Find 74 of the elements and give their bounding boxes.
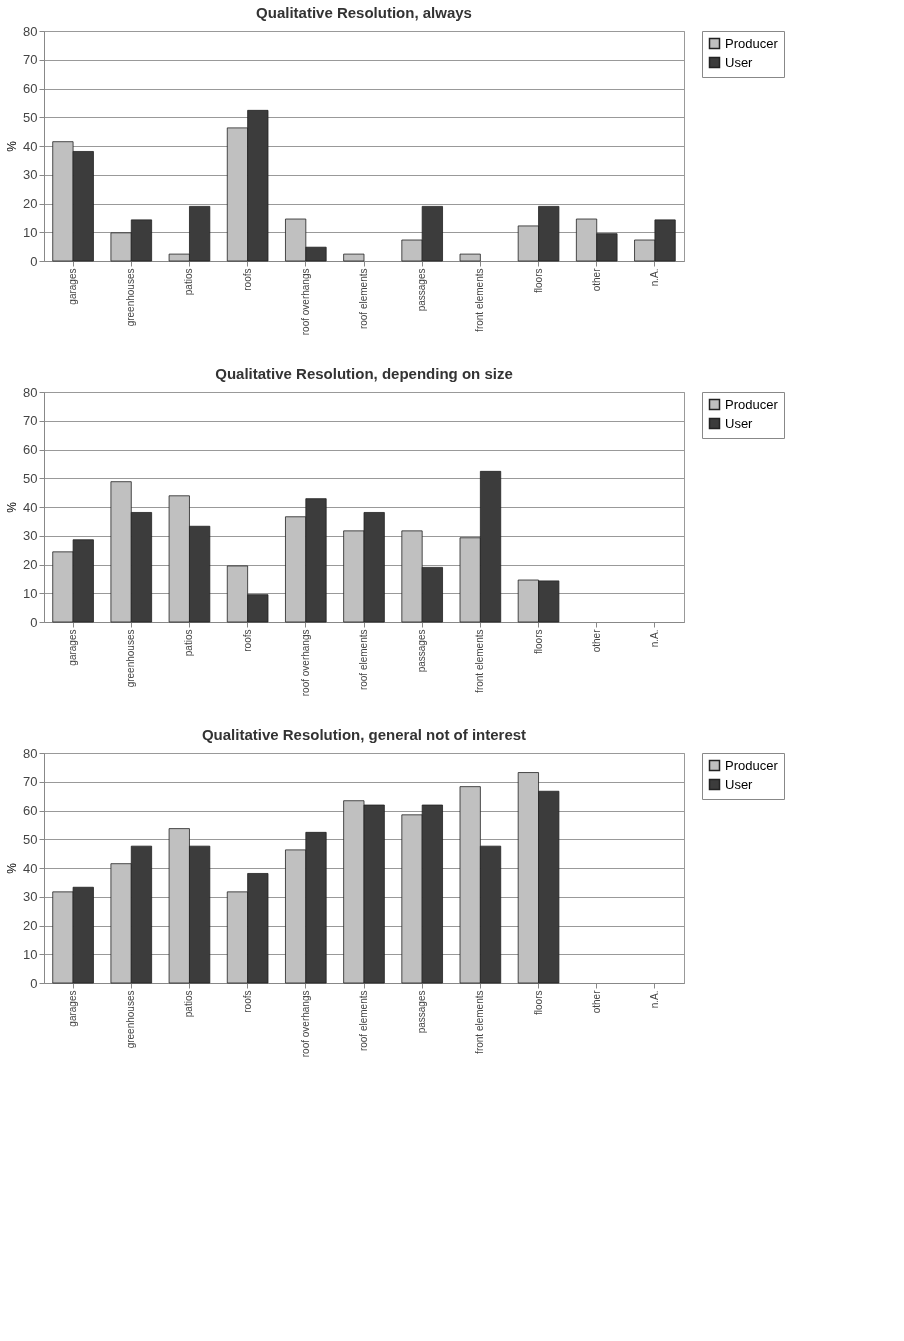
y-tick-label: 60: [23, 81, 38, 96]
y-tick-label: 50: [23, 109, 38, 125]
y-tick-label: 20: [23, 557, 38, 572]
y-tick-label: 30: [23, 167, 38, 183]
x-tick-label: roof overhangs: [299, 990, 311, 1058]
x-tick-label: passages: [416, 268, 428, 312]
x-tick-label: n.A.: [648, 268, 660, 287]
y-tick-label: 0: [30, 614, 38, 630]
x-tick-label: patios: [183, 268, 195, 296]
y-axis-title: %: [5, 862, 20, 874]
y-tick-label: 30: [23, 528, 38, 544]
y-axis-title: %: [5, 501, 20, 513]
x-tick-label: n.A.: [648, 629, 660, 648]
y-tick-label: 20: [23, 918, 38, 933]
y-tick-label: 0: [30, 253, 38, 269]
y-tick-label: 10: [23, 224, 38, 240]
x-tick-label: passages: [416, 990, 428, 1034]
y-tick-label: 20: [23, 196, 38, 211]
y-tick-label: 80: [23, 745, 38, 761]
legend-label: User: [725, 776, 754, 792]
x-tick-label: roof overhangs: [299, 268, 311, 336]
x-tick-label: n.A.: [648, 990, 660, 1009]
x-tick-label: front elements: [474, 990, 486, 1054]
bar: [343, 253, 365, 262]
x-tick-label: greenhouses: [125, 990, 137, 1049]
x-tick-label: floors: [532, 990, 544, 1015]
x-tick-label: roof elements: [358, 990, 369, 1052]
x-tick-label: floors: [532, 629, 544, 654]
legend-label: User: [725, 54, 754, 70]
legend-label: Producer: [725, 757, 779, 773]
y-tick-label: 40: [23, 138, 38, 154]
x-tick-label: roof elements: [358, 268, 369, 330]
y-tick-label: 80: [23, 23, 38, 39]
chart-title: Qualitative Resolution, general not of interest: [201, 726, 527, 743]
y-tick-label: 40: [23, 860, 38, 876]
x-tick-label: garages: [67, 268, 79, 305]
chart-title: Qualitative Resolution, always: [256, 4, 472, 21]
y-tick-label: 60: [23, 442, 38, 457]
y-tick-label: 0: [30, 975, 38, 991]
x-tick-label: greenhouses: [125, 268, 137, 327]
y-tick-label: 70: [23, 413, 38, 429]
y-axis-title: %: [5, 140, 20, 152]
x-tick-label: garages: [67, 990, 79, 1027]
y-tick-label: 70: [23, 52, 38, 68]
x-tick-label: garages: [67, 629, 79, 666]
y-tick-label: 40: [23, 499, 38, 515]
legend-label: Producer: [725, 396, 779, 412]
x-tick-label: front elements: [474, 629, 486, 693]
legend-label: Producer: [725, 35, 779, 51]
x-tick-label: roofs: [241, 629, 253, 652]
x-tick-label: other: [590, 989, 602, 1014]
y-tick-label: 60: [23, 803, 38, 818]
y-tick-label: 80: [23, 384, 38, 400]
x-tick-label: roof overhangs: [299, 629, 311, 697]
y-tick-label: 50: [23, 470, 38, 486]
x-tick-label: greenhouses: [125, 629, 137, 688]
legend-label: User: [725, 415, 754, 431]
y-tick-label: 70: [23, 774, 38, 790]
x-tick-label: passages: [416, 629, 428, 673]
bar: [459, 253, 481, 262]
x-tick-label: floors: [532, 268, 544, 293]
x-tick-label: front elements: [474, 268, 486, 332]
x-tick-label: patios: [183, 990, 195, 1018]
x-tick-label: roofs: [241, 268, 253, 291]
x-tick-label: other: [590, 628, 602, 653]
x-tick-label: roofs: [241, 990, 253, 1013]
x-tick-label: roof elements: [358, 629, 369, 691]
y-tick-label: 10: [23, 585, 38, 601]
x-tick-label: other: [590, 267, 602, 292]
x-tick-label: patios: [183, 629, 195, 657]
y-tick-label: 10: [23, 946, 38, 962]
y-tick-label: 50: [23, 831, 38, 847]
y-tick-label: 30: [23, 889, 38, 905]
chart-title: Qualitative Resolution, depending on size: [215, 365, 513, 382]
